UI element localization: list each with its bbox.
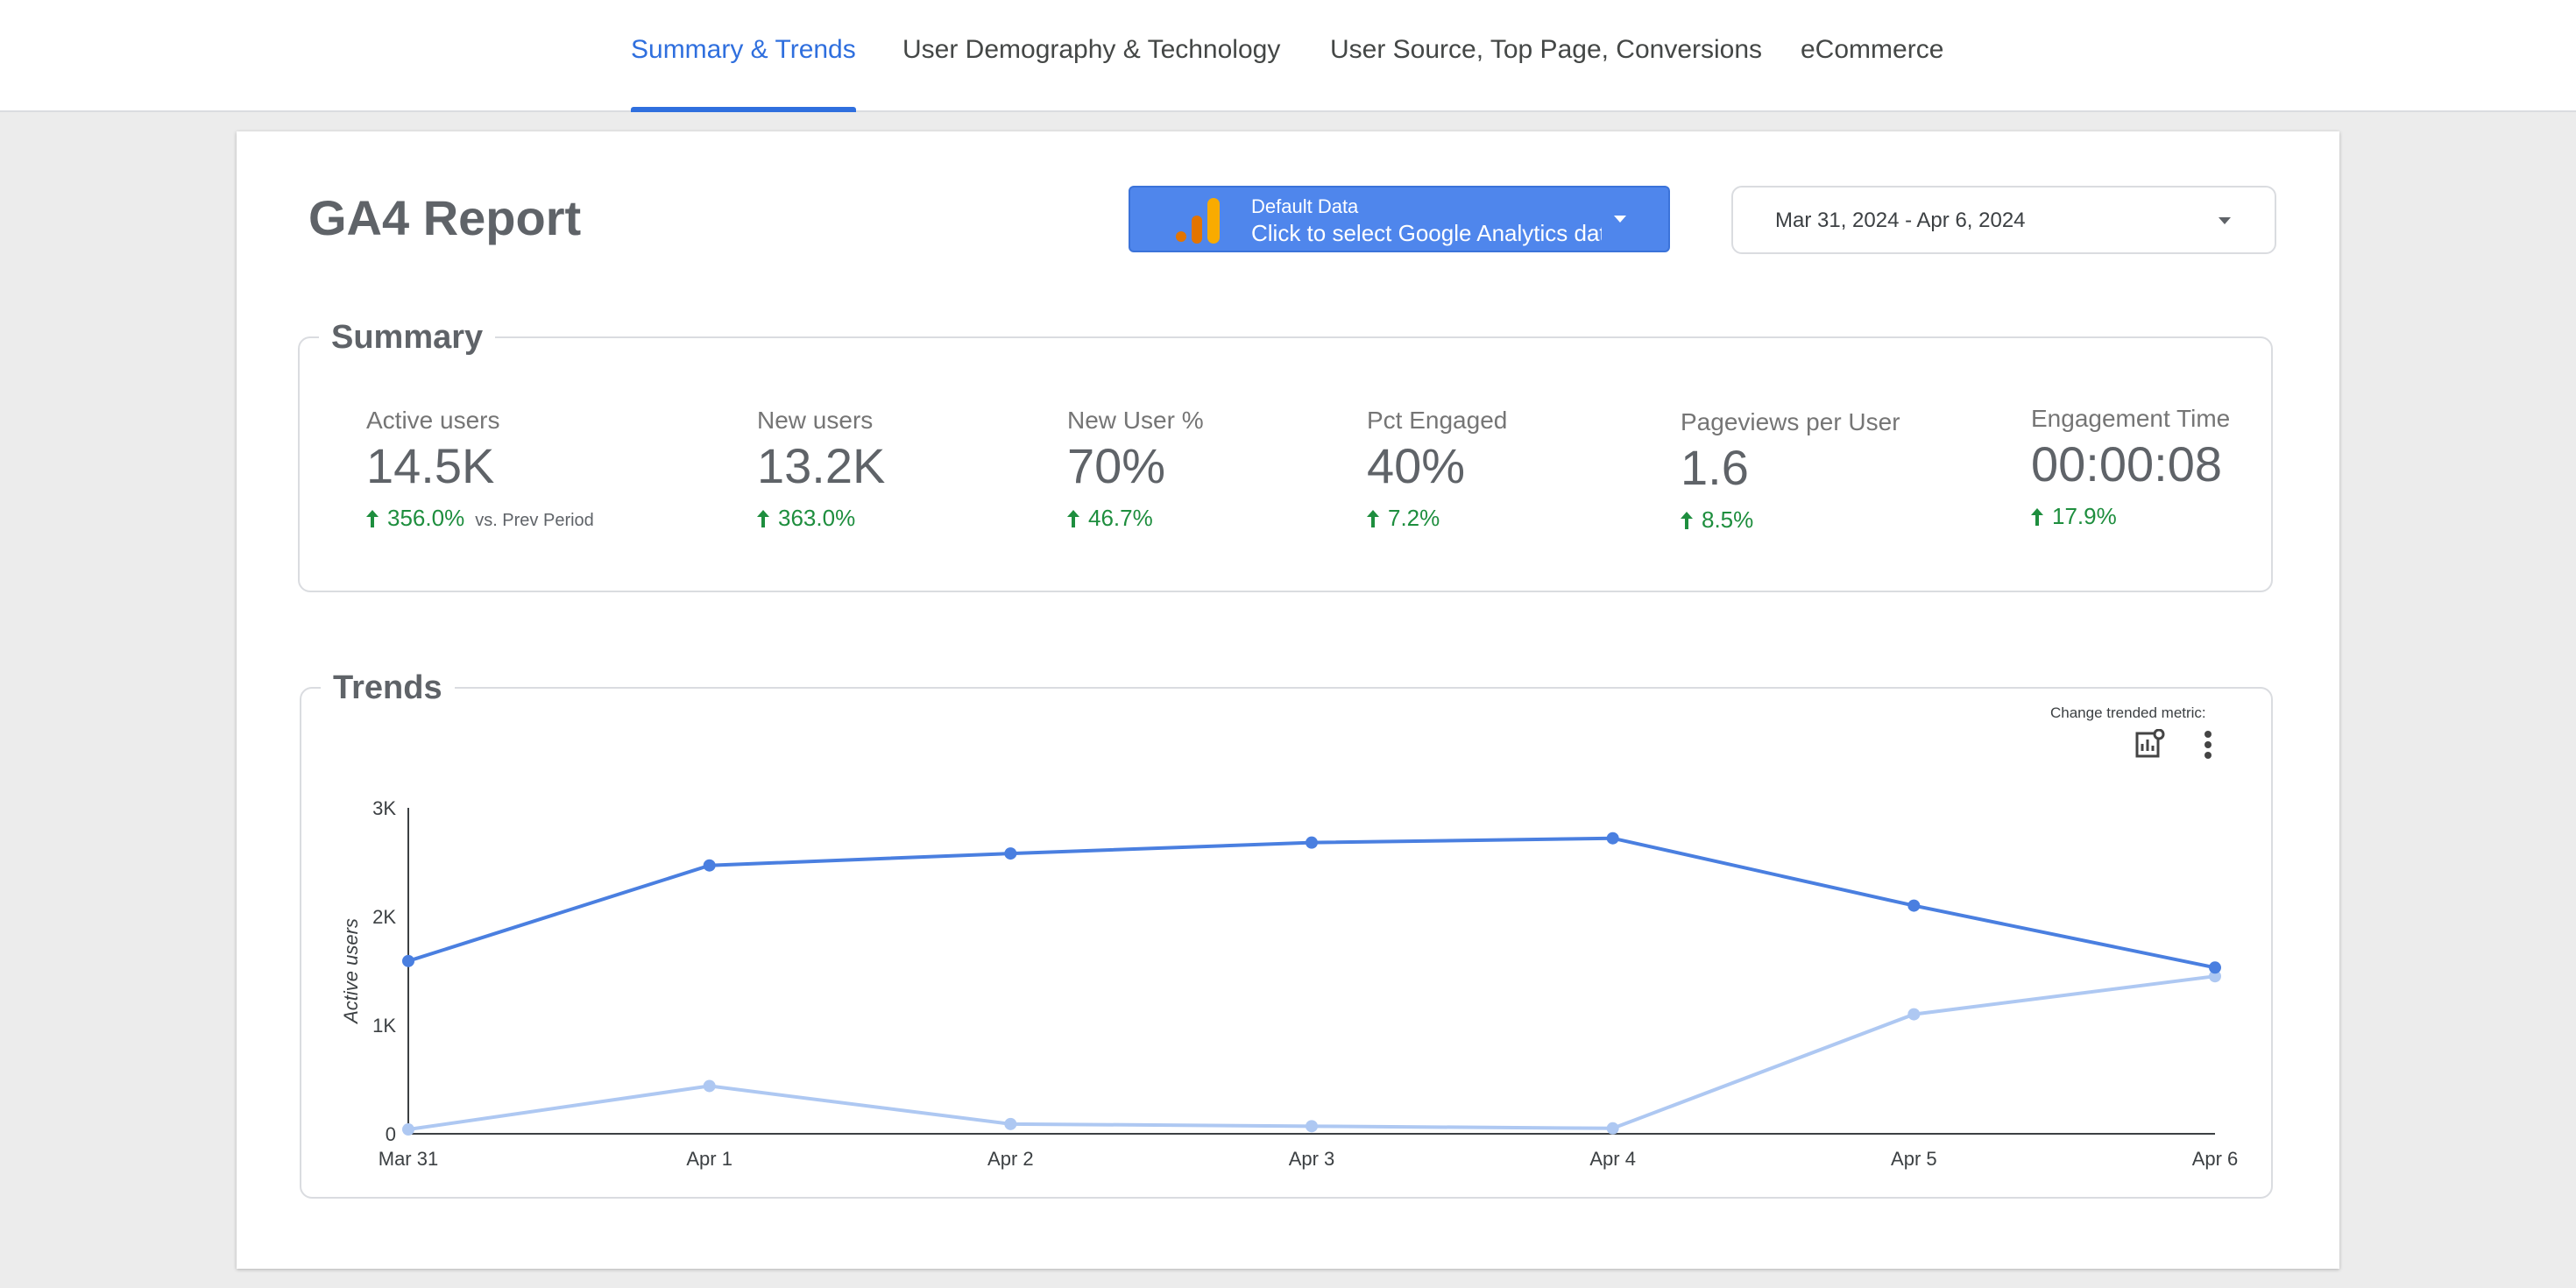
- data-point: [1306, 1120, 1318, 1133]
- metric-value: 40%: [1367, 438, 1466, 493]
- metric-label: Active users: [366, 407, 500, 434]
- tab-label: User Demography & Technology: [902, 35, 1281, 64]
- data-point: [402, 1123, 414, 1136]
- metric-value: 70%: [1067, 438, 1166, 493]
- metric-delta: 46.7%: [1067, 505, 1204, 532]
- metric-delta-value: 46.7%: [1088, 505, 1153, 531]
- tab-ecommerce[interactable]: eCommerce: [1801, 35, 1943, 112]
- metric-delta: 17.9%: [2031, 503, 2230, 530]
- data-selector-caption: Default Data: [1251, 195, 1359, 217]
- metric-label: Engagement Time: [2031, 405, 2231, 432]
- data-point: [1004, 1117, 1017, 1130]
- x-tick-label: Apr 6: [2192, 1148, 2239, 1170]
- arrow-up-icon: [2031, 508, 2043, 526]
- metric-delta: 8.5%: [1681, 506, 1900, 534]
- data-selector-prompt: Click to select Google Analytics data: [1251, 220, 1602, 246]
- metric-delta-value: 356.0%: [387, 505, 465, 531]
- metric-engagement-time: Engagement Time 00:00:08 17.9%: [2031, 405, 2230, 530]
- comparison-label: vs. Prev Period: [475, 511, 594, 530]
- tab-label: User Source, Top Page, Conversions: [1330, 35, 1763, 64]
- y-tick-label: 3K: [372, 797, 396, 819]
- data-point: [1907, 1008, 1921, 1021]
- metric-delta-value: 7.2%: [1388, 505, 1440, 531]
- x-tick-label: Mar 31: [379, 1148, 438, 1170]
- chevron-down-icon: [2219, 217, 2231, 224]
- metric-label: Pageviews per User: [1681, 408, 1900, 435]
- data-point: [1907, 899, 1921, 912]
- data-point: [2209, 970, 2221, 983]
- arrow-up-icon: [366, 510, 379, 527]
- chevron-down-icon: [1614, 216, 1626, 223]
- arrow-up-icon: [1367, 510, 1379, 527]
- metric-value: 14.5K: [366, 438, 495, 493]
- metric-delta-value: 363.0%: [778, 505, 856, 531]
- series-line-1: [407, 974, 2216, 1132]
- data-point: [2209, 961, 2221, 974]
- trends-section: Trends Change trended metric: 0 1K 2K 3K Act…: [300, 669, 2273, 1199]
- data-source-selector[interactable]: Default Data Click to select Google Anal…: [1129, 186, 1670, 252]
- x-tick-label: Apr 2: [987, 1148, 1034, 1170]
- x-tick-label: Apr 5: [1891, 1148, 1937, 1170]
- metric-label: Pct Engaged: [1367, 407, 1508, 434]
- y-tick-label: 0: [386, 1123, 396, 1145]
- metric-value: 00:00:08: [2031, 436, 2222, 492]
- summary-title: Summary: [319, 319, 496, 357]
- report-title: GA4 Report: [308, 190, 582, 245]
- data-point: [703, 1079, 716, 1093]
- arrow-up-icon: [757, 510, 769, 527]
- summary-section: Summary Active users 14.5K 356.0% vs. Pr…: [298, 319, 2273, 592]
- metric-delta-value: 17.9%: [2052, 503, 2117, 529]
- tab-summary-trends[interactable]: Summary & Trends: [631, 35, 856, 112]
- metric-new-user-pct: New User % 70% 46.7%: [1067, 407, 1204, 532]
- date-range-selector[interactable]: Mar 31, 2024 - Apr 6, 2024: [1731, 186, 2276, 254]
- date-range-label: Mar 31, 2024 - Apr 6, 2024: [1775, 209, 2026, 232]
- arrow-up-icon: [1067, 510, 1079, 527]
- tab-user-source-top-page-conversions[interactable]: User Source, Top Page, Conversions: [1330, 35, 1762, 112]
- metric-delta-value: 8.5%: [1702, 506, 1754, 533]
- metric-active-users: Active users 14.5K 356.0% vs. Prev Perio…: [366, 407, 594, 532]
- y-tick-label: 2K: [372, 906, 396, 928]
- metric-delta: 363.0%: [757, 505, 885, 532]
- metric-pct-engaged: Pct Engaged 40% 7.2%: [1367, 407, 1507, 532]
- data-point: [1606, 832, 1619, 845]
- metric-value: 1.6: [1681, 440, 1749, 495]
- data-point: [402, 954, 414, 967]
- data-point: [1004, 847, 1017, 860]
- tab-user-demography-technology[interactable]: User Demography & Technology: [902, 35, 1280, 112]
- trends-title: Trends: [321, 669, 455, 707]
- trend-line-chart: 0 1K 2K 3K Active users Mar 31 Apr 1 Apr 2 Apr 3…: [340, 797, 2239, 1170]
- metric-new-users: New users 13.2K 363.0%: [757, 407, 885, 532]
- y-tick-label: 1K: [372, 1015, 396, 1037]
- google-analytics-icon: [1176, 198, 1220, 244]
- more-vert-icon[interactable]: [2199, 729, 2217, 761]
- chart-settings-icon[interactable]: [2134, 728, 2166, 761]
- data-point: [703, 859, 716, 872]
- change-trended-metric-label: Change trended metric:: [2050, 704, 2206, 721]
- active-tab-indicator: [631, 107, 856, 112]
- metric-pageviews-per-user: Pageviews per User 1.6 8.5%: [1681, 408, 1900, 534]
- metric-label: New users: [757, 407, 874, 434]
- tab-label: eCommerce: [1801, 35, 1944, 64]
- arrow-up-icon: [1681, 512, 1693, 529]
- tab-label: Summary & Trends: [631, 35, 856, 64]
- metric-value: 13.2K: [757, 438, 886, 493]
- metric-delta: 7.2%: [1367, 505, 1507, 532]
- series-line-0: [407, 836, 2216, 970]
- x-tick-label: Apr 1: [686, 1148, 732, 1170]
- x-tick-label: Apr 4: [1589, 1148, 1636, 1170]
- metric-delta: 356.0% vs. Prev Period: [366, 505, 594, 532]
- data-point: [1606, 1122, 1619, 1135]
- top-navigation: Summary & Trends User Demography & Techn…: [0, 0, 2576, 112]
- metric-label: New User %: [1067, 407, 1204, 434]
- data-point: [1306, 836, 1318, 849]
- x-tick-label: Apr 3: [1289, 1148, 1335, 1170]
- report-card: GA4 Report Default Data Click to select …: [237, 131, 2339, 1269]
- y-axis-label: Active users: [340, 918, 362, 1025]
